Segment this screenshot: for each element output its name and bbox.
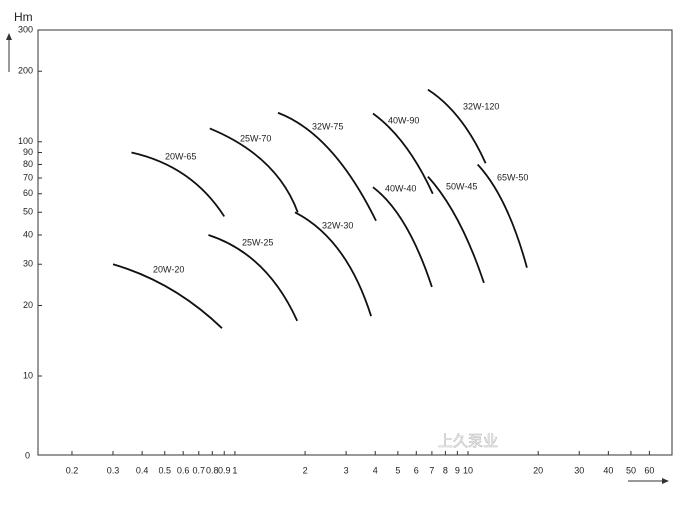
x-tick-label: 9 xyxy=(455,465,460,475)
x-tick-label: 40 xyxy=(603,465,613,475)
y-tick-label: 90 xyxy=(23,147,33,157)
plot-frame xyxy=(37,29,673,456)
x-tick-label: 5 xyxy=(395,465,400,475)
curve-label: 25W-70 xyxy=(240,133,271,143)
y-tick-label: 40 xyxy=(23,229,33,239)
x-tick-label: 8 xyxy=(443,465,448,475)
x-tick-label: 60 xyxy=(644,465,654,475)
x-tick-label: 7 xyxy=(429,465,434,475)
curve-label: 20W-65 xyxy=(165,151,196,161)
pump-curve xyxy=(427,175,485,284)
curve-label: 25W-25 xyxy=(242,237,273,247)
x-tick-label: 0.7 xyxy=(193,465,206,475)
pump-curve xyxy=(208,234,299,322)
pump-curve xyxy=(112,263,223,329)
x-tick-label: 50 xyxy=(626,465,636,475)
x-tick-label: 30 xyxy=(574,465,584,475)
x-tick-label: 0.6 xyxy=(177,465,190,475)
x-tick-label: 0.4 xyxy=(136,465,149,475)
y-axis-label: Hm xyxy=(14,10,33,24)
y-tick-label: 50 xyxy=(23,207,33,217)
x-tick-label: 0.9 xyxy=(218,465,231,475)
curve-label: 32W-30 xyxy=(322,220,353,230)
x-tick-label: 0.3 xyxy=(107,465,120,475)
pump-curve xyxy=(372,186,433,288)
x-tick-label: 0.5 xyxy=(158,465,171,475)
pump-curve xyxy=(427,88,487,164)
y-tick-label: 20 xyxy=(23,300,33,310)
curve-label: 50W-45 xyxy=(446,181,477,191)
y-tick-label: 80 xyxy=(23,159,33,169)
pump-curve xyxy=(372,112,434,195)
y-tick-label: 200 xyxy=(18,66,33,76)
curve-label: 32W-75 xyxy=(312,121,343,131)
x-tick-label: 2 xyxy=(303,465,308,475)
watermark: 上久泵业 xyxy=(438,433,498,450)
y-tick-label: 60 xyxy=(23,188,33,198)
x-tick-label: 0.2 xyxy=(66,465,79,475)
x-tick-label: 6 xyxy=(414,465,419,475)
origin-label: 0 xyxy=(25,450,30,460)
y-tick-label: 30 xyxy=(23,259,33,269)
x-tick-label: 10 xyxy=(463,465,473,475)
pump-curve xyxy=(131,151,225,217)
pump-curve xyxy=(477,163,528,268)
curve-label: 20W-20 xyxy=(153,264,184,274)
x-tick-label: 1 xyxy=(232,465,237,475)
x-tick-label: 3 xyxy=(344,465,349,475)
x-tick-label: 4 xyxy=(373,465,378,475)
curve-label: 40W-90 xyxy=(388,115,419,125)
pump-curve xyxy=(294,211,372,317)
y-arrow-head xyxy=(6,33,12,40)
x-arrow-head xyxy=(662,478,669,484)
pump-curve xyxy=(277,111,377,222)
curve-label: 65W-50 xyxy=(497,172,528,182)
pump-curve xyxy=(209,127,299,213)
y-tick-label: 300 xyxy=(18,24,33,34)
y-tick-label: 70 xyxy=(23,172,33,182)
x-tick-label: 0.8 xyxy=(206,465,219,475)
x-tick-label: 20 xyxy=(533,465,543,475)
curve-label: 32W-120 xyxy=(463,101,499,111)
y-tick-label: 100 xyxy=(18,136,33,146)
y-tick-label: 10 xyxy=(23,370,33,380)
curve-label: 40W-40 xyxy=(385,183,416,193)
